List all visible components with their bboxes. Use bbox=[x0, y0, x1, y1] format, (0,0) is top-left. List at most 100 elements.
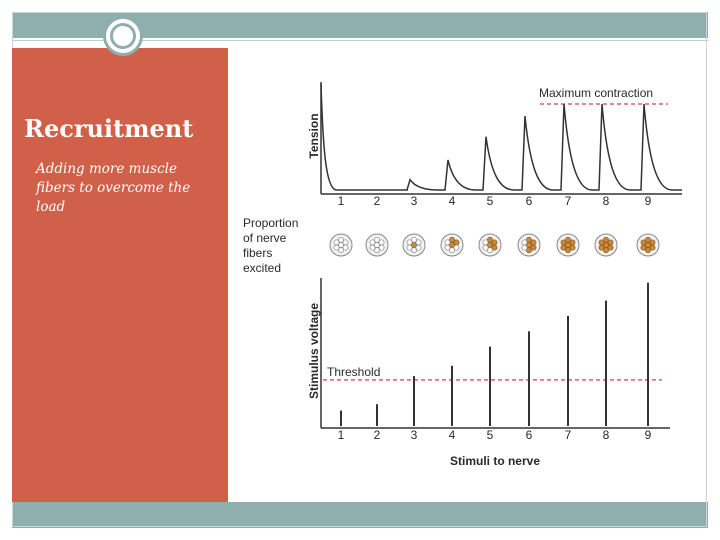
fiber-bundle bbox=[440, 233, 464, 257]
tension-axis-label: Tension bbox=[307, 113, 321, 158]
slide-title: Recruitment bbox=[24, 114, 194, 143]
fiber-excited bbox=[526, 236, 532, 243]
fiber-idle bbox=[369, 244, 376, 251]
fiber-bundle bbox=[556, 233, 580, 257]
fiber-idle bbox=[333, 244, 340, 251]
fiber-idle bbox=[411, 236, 417, 243]
fiber-excited bbox=[649, 244, 656, 251]
fiber-idle bbox=[338, 247, 344, 254]
x-axis-label: Stimuli to nerve bbox=[450, 454, 540, 468]
proportion-label-line-1: Proportion bbox=[243, 216, 298, 230]
fiber-excited bbox=[645, 247, 651, 254]
voltage-tick-label: 5 bbox=[487, 428, 494, 442]
tension-tick-label: 9 bbox=[645, 194, 652, 208]
voltage-tick-labels: 1 2 3 4 5 6 7 8 9 bbox=[338, 428, 652, 442]
stimulus-voltage-axis-label: Stimulus voltage bbox=[307, 303, 321, 399]
fiber-idle bbox=[342, 239, 349, 246]
fiber-idle bbox=[482, 239, 489, 246]
tension-tick-labels: 1 2 3 4 5 6 7 8 9 bbox=[338, 194, 652, 208]
fiber-excited bbox=[530, 239, 537, 246]
fiber-excited bbox=[603, 236, 609, 243]
fiber-idle bbox=[411, 247, 417, 254]
voltage-tick-label: 1 bbox=[338, 428, 345, 442]
fiber-idle bbox=[406, 239, 413, 246]
max-contraction-label: Maximum contraction bbox=[539, 86, 653, 100]
fiber-bundle bbox=[329, 233, 353, 257]
tension-tick-label: 6 bbox=[526, 194, 533, 208]
voltage-tick-label: 7 bbox=[565, 428, 572, 442]
proportion-label: Proportion of nerve fibers excited bbox=[243, 216, 302, 275]
tension-tick-label: 4 bbox=[449, 194, 456, 208]
fiber-idle bbox=[374, 236, 380, 243]
fiber-excited bbox=[487, 236, 493, 243]
top-divider bbox=[12, 40, 708, 41]
fiber-excited bbox=[598, 244, 605, 251]
fiber-idle bbox=[338, 236, 344, 243]
tension-tick-label: 3 bbox=[411, 194, 418, 208]
fiber-excited bbox=[569, 239, 576, 246]
voltage-bars bbox=[340, 282, 649, 426]
fiber-bundle bbox=[517, 233, 541, 257]
proportion-label-line-3: fibers bbox=[243, 246, 272, 260]
voltage-tick-label: 2 bbox=[374, 428, 381, 442]
fiber-excited bbox=[453, 239, 460, 246]
tension-tick-label: 7 bbox=[565, 194, 572, 208]
fiber-idle bbox=[415, 239, 422, 246]
fiber-idle bbox=[378, 239, 385, 246]
fiber-excited bbox=[598, 239, 605, 246]
fiber-idle bbox=[444, 239, 451, 246]
fiber-excited bbox=[560, 244, 567, 251]
fiber-bundles bbox=[329, 233, 660, 257]
fiber-idle bbox=[521, 244, 528, 251]
fiber-idle bbox=[482, 244, 489, 251]
fiber-idle bbox=[521, 239, 528, 246]
fiber-excited bbox=[560, 239, 567, 246]
fiber-idle bbox=[444, 244, 451, 251]
fiber-idle bbox=[406, 244, 413, 251]
fiber-bundle bbox=[594, 233, 618, 257]
fiber-bundle bbox=[365, 233, 389, 257]
fiber-excited bbox=[607, 244, 614, 251]
tension-tick-label: 2 bbox=[374, 194, 381, 208]
fiber-excited bbox=[491, 244, 498, 251]
fiber-idle bbox=[369, 239, 376, 246]
proportion-label-line-4: excited bbox=[243, 261, 281, 275]
fiber-bundle bbox=[402, 233, 426, 257]
tension-tick-label: 8 bbox=[603, 194, 610, 208]
fiber-excited bbox=[565, 247, 571, 254]
fiber-idle bbox=[378, 244, 385, 251]
fiber-excited bbox=[449, 236, 455, 243]
voltage-tick-label: 3 bbox=[411, 428, 418, 442]
fiber-excited bbox=[640, 244, 647, 251]
fiber-idle bbox=[342, 244, 349, 251]
fiber-idle bbox=[374, 247, 380, 254]
fiber-bundle bbox=[636, 233, 660, 257]
fiber-excited bbox=[569, 244, 576, 251]
fiber-excited bbox=[607, 239, 614, 246]
fiber-excited bbox=[526, 247, 532, 254]
slide-subtitle: Adding more muscle fibers to overcome th… bbox=[36, 161, 191, 215]
fiber-idle bbox=[487, 247, 493, 254]
fiber-idle bbox=[449, 247, 455, 254]
fiber-idle bbox=[453, 244, 460, 251]
tension-tick-label: 5 bbox=[487, 194, 494, 208]
fiber-excited bbox=[649, 239, 656, 246]
tension-tick-label: 1 bbox=[338, 194, 345, 208]
fiber-idle bbox=[415, 244, 422, 251]
fiber-excited bbox=[530, 244, 537, 251]
tension-curve bbox=[320, 83, 682, 191]
fiber-excited bbox=[645, 236, 651, 243]
fiber-idle bbox=[333, 239, 340, 246]
threshold-label: Threshold bbox=[327, 365, 380, 379]
fiber-excited bbox=[491, 239, 498, 246]
voltage-tick-label: 8 bbox=[603, 428, 610, 442]
proportion-label-line-2: of nerve bbox=[243, 231, 287, 245]
fiber-bundle bbox=[478, 233, 502, 257]
voltage-tick-label: 4 bbox=[449, 428, 456, 442]
voltage-tick-label: 6 bbox=[526, 428, 533, 442]
voltage-tick-label: 9 bbox=[645, 428, 652, 442]
fiber-excited bbox=[603, 247, 609, 254]
fiber-excited bbox=[565, 236, 571, 243]
fiber-excited bbox=[640, 239, 647, 246]
